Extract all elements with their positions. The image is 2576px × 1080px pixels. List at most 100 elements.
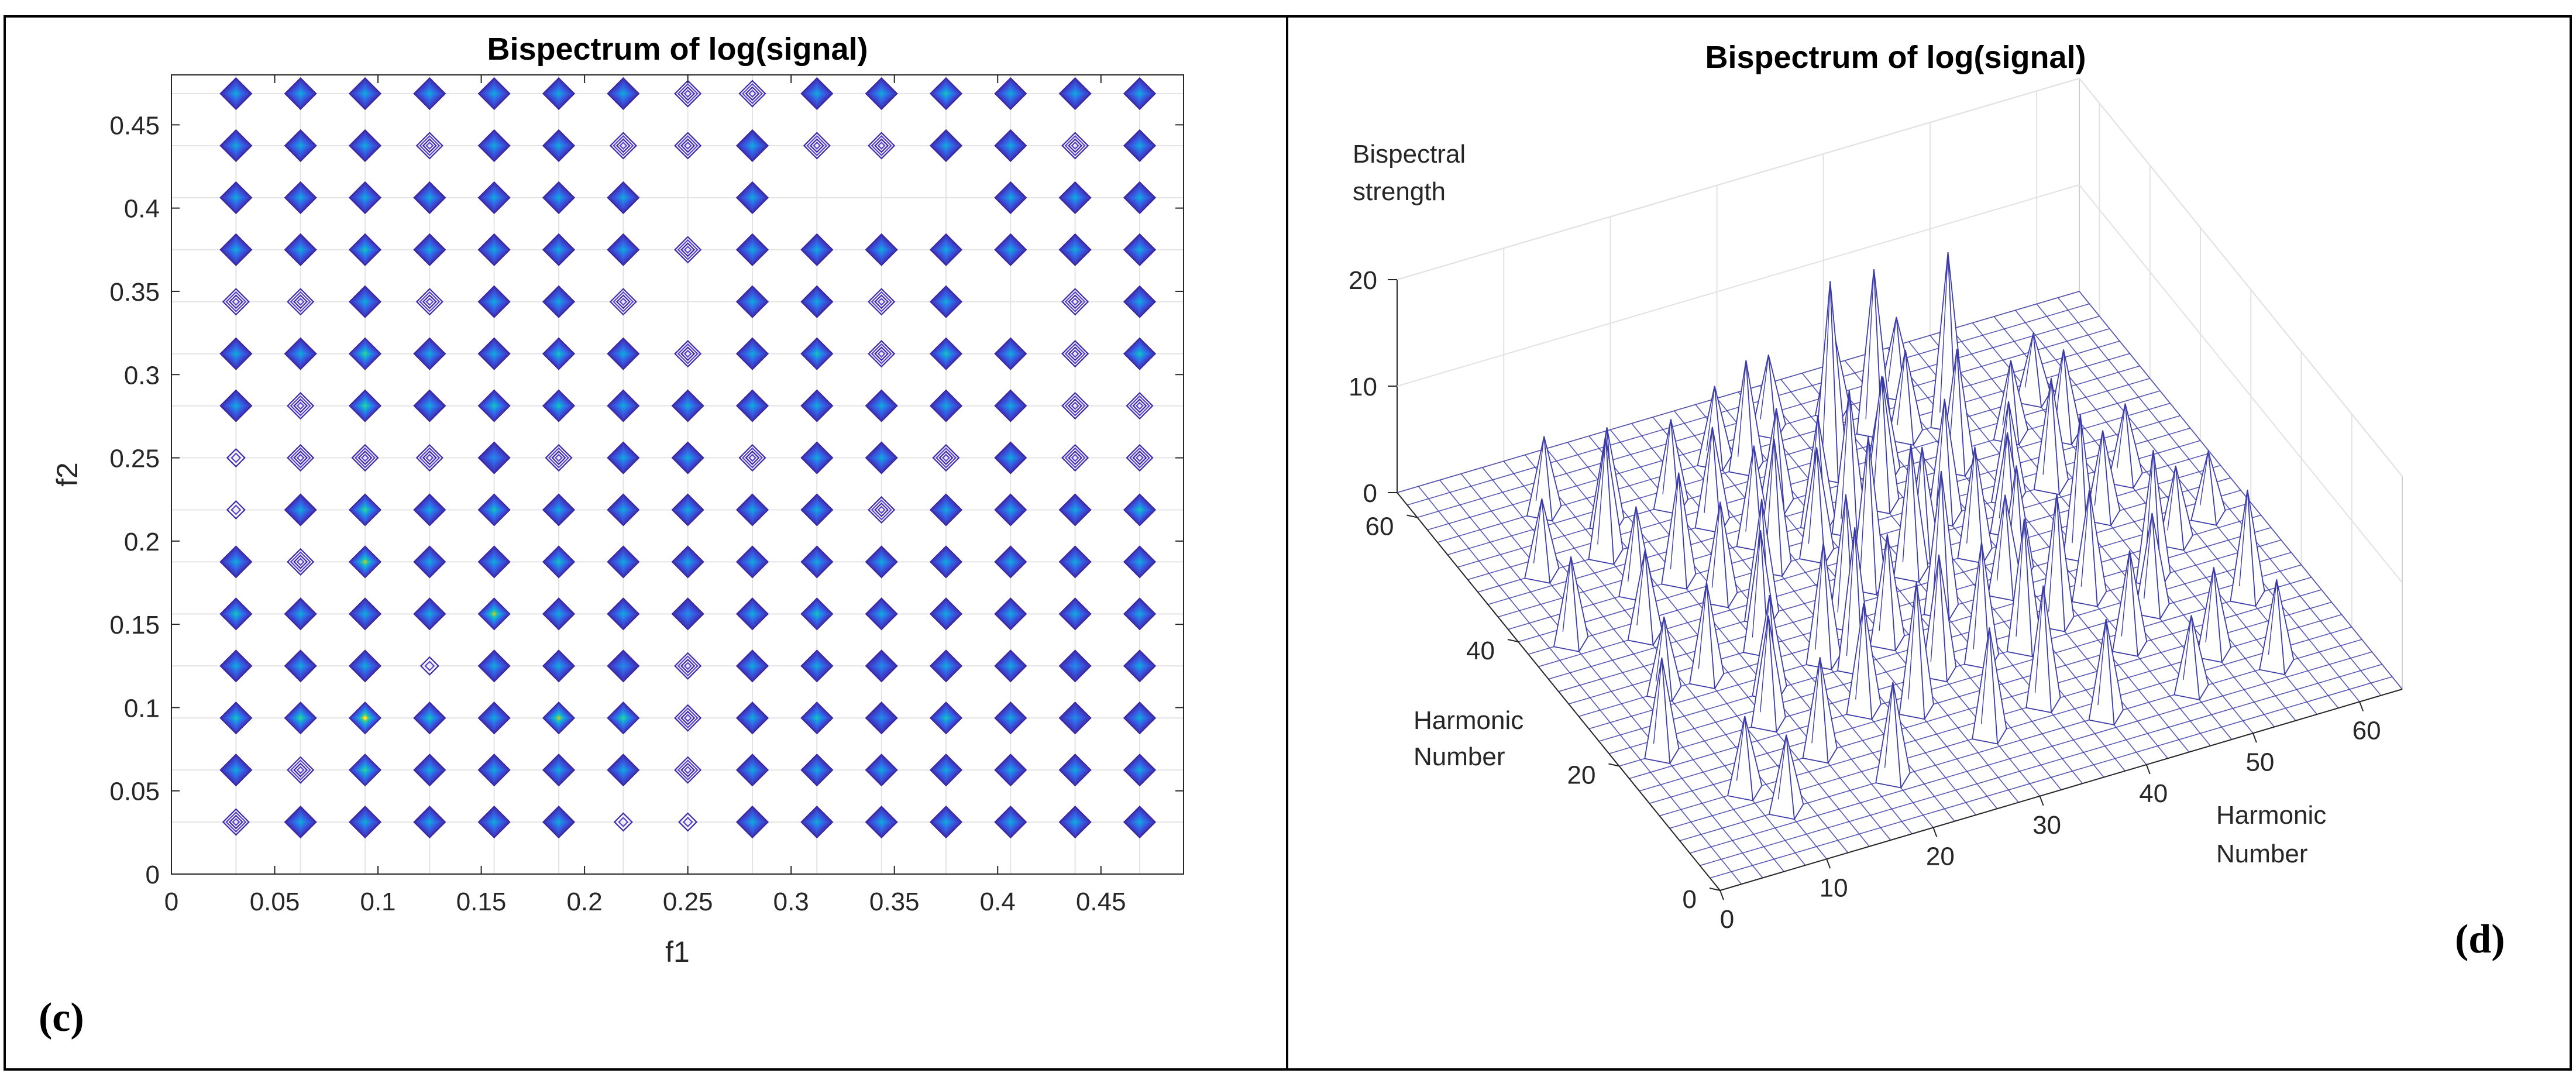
y-tick-label: 0.05 <box>109 778 160 806</box>
contour-diamond <box>1061 443 1089 472</box>
y-tick-label: 0 <box>1683 885 1697 914</box>
contour-diamond <box>413 337 446 370</box>
contour-diamond <box>284 701 317 735</box>
contour-diamond <box>284 77 317 111</box>
contour-diamond <box>607 649 640 683</box>
contour-diamond <box>477 754 511 787</box>
contour-diamond <box>1123 129 1157 163</box>
contour-diamond <box>348 129 382 163</box>
x-tick-mark <box>1932 827 1938 837</box>
contour-diamond <box>994 441 1027 474</box>
surface-title: Bispectrum of log(signal) <box>1705 40 2086 75</box>
surface-peak <box>2085 430 2121 527</box>
surface-peak <box>1688 583 1725 690</box>
contour-diamond <box>545 443 573 472</box>
contour-diamond <box>477 285 511 318</box>
z-tick-label: 10 <box>1349 373 1377 401</box>
surface-peak <box>1661 472 1697 590</box>
x-tick-mark <box>2252 732 2257 743</box>
surface-peak <box>2230 489 2265 607</box>
surface-peak <box>1869 534 1905 652</box>
contour-diamond <box>542 545 576 579</box>
contour-diamond <box>542 649 576 683</box>
surface-peak <box>2016 331 2051 408</box>
contour-diamond <box>1126 392 1154 420</box>
contour-diamond <box>477 337 511 370</box>
contour-diamond <box>1058 649 1092 683</box>
contour-diamond <box>219 129 253 163</box>
contour-diamond <box>865 806 898 839</box>
y-tick-label: 0.45 <box>109 111 160 140</box>
surface-peak <box>1972 627 2007 745</box>
contour-diamond <box>735 285 769 318</box>
surface-y-label-line1: Harmonic <box>1413 706 1523 735</box>
contour-diamond <box>607 389 640 422</box>
contour-diamond <box>994 754 1027 787</box>
surface-peak <box>1921 554 1957 683</box>
contour-diamond <box>929 337 963 370</box>
surface-peak <box>1727 716 1763 802</box>
contour-diamond <box>994 337 1027 370</box>
contour-diamond <box>607 441 640 474</box>
contour-diamond <box>994 389 1027 422</box>
contour-diamond <box>800 389 834 422</box>
contour-diamond <box>348 545 382 579</box>
surface-peak <box>2071 490 2107 607</box>
surface-peak <box>2173 615 2209 701</box>
contour-diamond <box>671 597 704 631</box>
contour-diamond <box>351 443 379 472</box>
contour-diamond <box>800 285 834 318</box>
x-tick-label: 0.45 <box>1076 888 1126 916</box>
contour-diamond <box>1123 493 1157 527</box>
contour-diamond <box>1123 77 1157 111</box>
contour-x-axis-label: f1 <box>665 935 690 968</box>
contour-diamond <box>348 233 382 266</box>
wall-grid-line <box>2079 184 2403 583</box>
contour-diamond <box>609 288 637 316</box>
contour-diamond <box>477 493 511 527</box>
contour-diamond <box>994 77 1027 111</box>
surface-x-label-line2: Number <box>2216 840 2308 868</box>
contour-diamond <box>735 181 769 214</box>
contour-diamond <box>674 652 702 680</box>
contour-diamond <box>800 701 834 735</box>
contour-diamond <box>1058 701 1092 735</box>
contour-diamond <box>542 285 576 318</box>
x-tick-label: 20 <box>1926 842 1955 871</box>
contour-diamond <box>1123 754 1157 787</box>
contour-diamond <box>674 756 702 784</box>
contour-diamond <box>477 77 511 111</box>
panel-label-d: (d) <box>2455 917 2505 962</box>
contour-diamond <box>994 597 1027 631</box>
contour-diamond <box>674 340 702 368</box>
contour-diamond <box>413 701 446 735</box>
contour-diamond <box>735 597 769 631</box>
contour-diamond <box>865 701 898 735</box>
y-tick-mark <box>1608 763 1619 767</box>
surface-ticks: 0 10 20 30 40 50 60 0 20 40 60 0 10 20 <box>1349 266 2403 934</box>
contour-diamond <box>219 389 253 422</box>
contour-diamond <box>284 806 317 839</box>
contour-diamond <box>413 754 446 787</box>
contour-diamond <box>477 233 511 266</box>
contour-diamond <box>226 448 246 468</box>
contour-diamond <box>865 233 898 266</box>
surface-peak <box>2259 579 2295 676</box>
surface-peak <box>2033 378 2069 496</box>
contour-diamond <box>1123 181 1157 214</box>
contour-diamond <box>413 233 446 266</box>
contour-diamond <box>348 754 382 787</box>
contour-diamond <box>348 493 382 527</box>
x-tick-mark <box>1719 890 1724 900</box>
contour-diamond <box>1123 806 1157 839</box>
contour-diamond <box>674 236 702 264</box>
contour-diamond <box>994 649 1027 683</box>
contour-diamond <box>222 808 250 836</box>
contour-diamond <box>607 754 640 787</box>
contour-diamond <box>929 493 963 527</box>
surface-peak <box>2025 585 2061 714</box>
contour-diamond <box>800 597 834 631</box>
mesh-line <box>1759 385 2083 784</box>
contour-diamond <box>348 77 382 111</box>
surface-peak <box>2107 403 2143 489</box>
